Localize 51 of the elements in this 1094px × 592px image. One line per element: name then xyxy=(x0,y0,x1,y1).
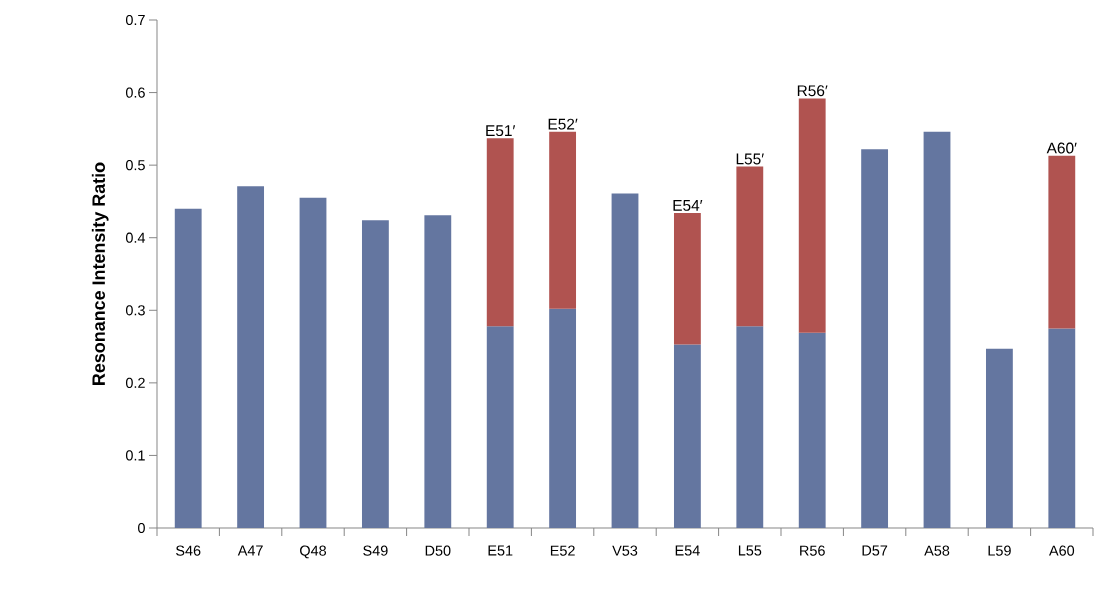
x-tick-label: L55 xyxy=(738,545,762,556)
y-tick-label: 0.6 xyxy=(125,87,145,98)
bar xyxy=(486,326,514,528)
x-tick-label: A60 xyxy=(1048,545,1075,556)
x-tick-label: A47 xyxy=(237,545,263,556)
bar xyxy=(299,197,327,528)
bar xyxy=(798,98,826,333)
bar xyxy=(549,131,577,309)
bar xyxy=(424,215,452,528)
bar xyxy=(486,138,514,327)
y-tick-label: 0.4 xyxy=(125,232,146,243)
bar xyxy=(611,193,639,528)
annotation: E52′ xyxy=(548,118,578,130)
x-tick-label: E51 xyxy=(488,545,513,556)
x-tick-label: L59 xyxy=(988,545,1011,556)
annotation: L55′ xyxy=(736,153,764,165)
bar xyxy=(798,332,826,528)
x-tick-label: R56 xyxy=(800,545,825,556)
x-tick-label: D57 xyxy=(862,545,888,556)
annotation: E54′ xyxy=(673,200,703,211)
x-tick-label: E52 xyxy=(550,545,575,556)
x-tick-label: Q48 xyxy=(300,545,327,559)
bar xyxy=(673,213,701,345)
y-tick-label: 0.1 xyxy=(125,450,145,461)
y-tick-label: 0.5 xyxy=(125,160,145,171)
bar xyxy=(923,131,951,528)
bar xyxy=(736,166,764,327)
annotation: R56′ xyxy=(797,85,828,97)
y-tick-label: 0 xyxy=(138,522,145,534)
y-tick-label: 0.3 xyxy=(125,305,145,316)
bar xyxy=(673,344,701,528)
bar xyxy=(985,348,1013,528)
x-tick-label: S46 xyxy=(176,545,201,556)
bar xyxy=(549,308,577,528)
annotation: A60′ xyxy=(1046,142,1077,154)
x-tick-label: V53 xyxy=(612,545,638,556)
y-tick-label: 0.2 xyxy=(125,377,145,388)
x-tick-label: A58 xyxy=(924,545,950,556)
bar xyxy=(361,220,389,528)
bar xyxy=(1048,155,1076,329)
bar xyxy=(174,208,202,528)
bar xyxy=(1048,328,1076,528)
x-tick-label: E54 xyxy=(675,545,700,556)
y-axis-title: Resonance Intensity Ratio xyxy=(91,162,109,385)
y-tick-label: 0.7 xyxy=(125,14,145,26)
bar xyxy=(736,326,764,528)
x-tick-label: D50 xyxy=(425,545,451,556)
bar xyxy=(237,186,265,528)
annotation: E51′ xyxy=(486,125,516,137)
x-tick-label: S49 xyxy=(363,545,388,556)
bar xyxy=(861,149,889,528)
